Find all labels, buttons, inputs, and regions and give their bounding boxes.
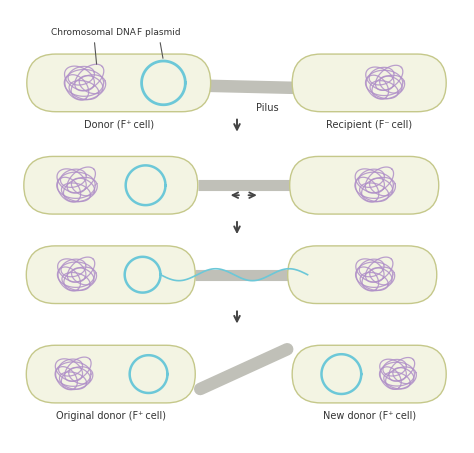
Text: Donor (F⁺ cell): Donor (F⁺ cell) xyxy=(84,120,154,130)
FancyBboxPatch shape xyxy=(26,345,195,403)
Text: New donor (F⁺ cell): New donor (F⁺ cell) xyxy=(323,411,416,421)
Text: Chromosomal DNA: Chromosomal DNA xyxy=(51,28,136,64)
Text: Pilus: Pilus xyxy=(256,103,279,113)
FancyBboxPatch shape xyxy=(292,54,446,112)
FancyBboxPatch shape xyxy=(26,246,195,304)
FancyBboxPatch shape xyxy=(290,156,439,214)
FancyBboxPatch shape xyxy=(292,345,446,403)
Text: Recipient (F⁻ cell): Recipient (F⁻ cell) xyxy=(326,120,412,130)
FancyBboxPatch shape xyxy=(288,246,437,304)
Text: Original donor (F⁺ cell): Original donor (F⁺ cell) xyxy=(56,411,166,421)
Text: F plasmid: F plasmid xyxy=(137,28,180,58)
FancyBboxPatch shape xyxy=(24,156,198,214)
FancyBboxPatch shape xyxy=(27,54,210,112)
